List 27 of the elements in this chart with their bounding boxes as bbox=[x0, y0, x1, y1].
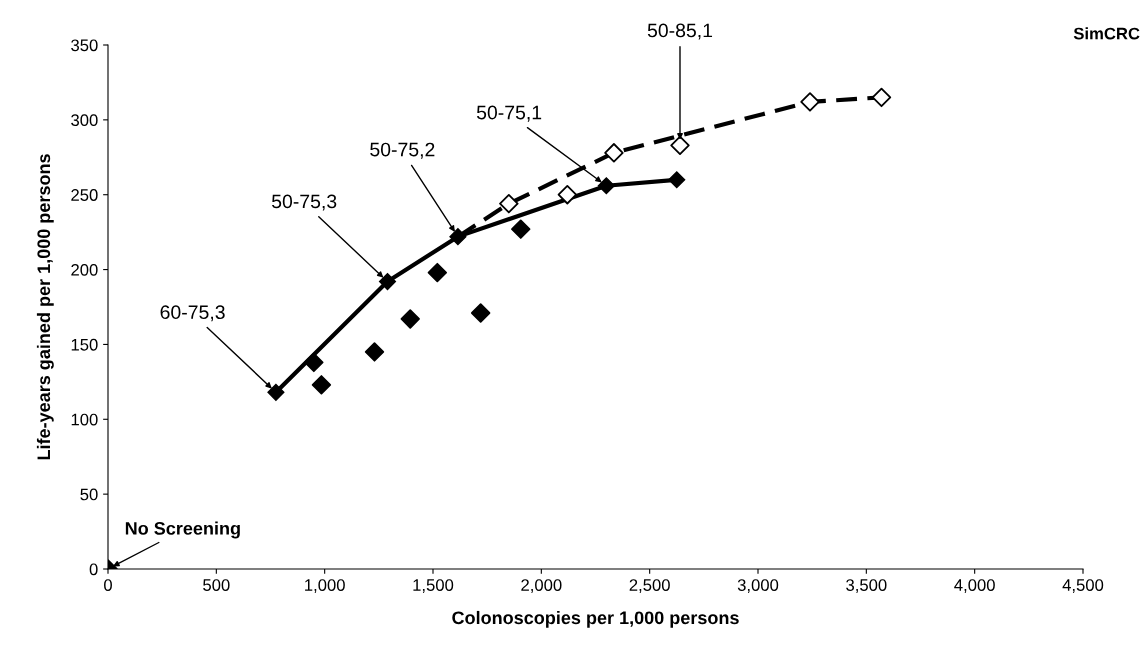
x-tick-label: 0 bbox=[104, 579, 112, 591]
x-tick-label: 4,000 bbox=[954, 579, 995, 593]
y-axis-title: Life-years gained per 1,000 persons bbox=[36, 154, 54, 460]
chart-title: SimCRC bbox=[1073, 27, 1140, 40]
annotation: 50-75,1 bbox=[476, 105, 542, 122]
annotation: No Screening bbox=[125, 521, 240, 539]
y-tick-label: 150 bbox=[71, 338, 98, 351]
y-tick-label: 100 bbox=[71, 413, 98, 426]
x-tick-label: 500 bbox=[203, 579, 230, 591]
x-tick-label: 1,500 bbox=[413, 579, 454, 593]
annotation: 50-75,3 bbox=[271, 194, 337, 211]
x-tick-label: 4,500 bbox=[1062, 579, 1104, 593]
x-tick-label: 2,000 bbox=[521, 579, 562, 593]
x-tick-label: 2,500 bbox=[629, 579, 670, 593]
x-tick-label: 3,500 bbox=[846, 579, 887, 593]
y-tick-label: 250 bbox=[71, 189, 98, 201]
x-axis-title: Colonoscopies per 1,000 persons bbox=[452, 610, 739, 628]
y-tick-label: 50 bbox=[80, 488, 98, 501]
x-tick-label: 1,000 bbox=[305, 579, 345, 593]
y-tick-label: 350 bbox=[71, 39, 98, 52]
annotation: 60-75,3 bbox=[160, 305, 225, 322]
y-tick-label: 200 bbox=[71, 263, 98, 276]
x-tick-label: 3,000 bbox=[737, 579, 779, 593]
annotation: 50-85,1 bbox=[647, 23, 713, 40]
y-tick-label: 300 bbox=[71, 114, 98, 127]
annotation: 50-75,2 bbox=[370, 142, 435, 159]
y-tick-label: 0 bbox=[89, 563, 98, 576]
